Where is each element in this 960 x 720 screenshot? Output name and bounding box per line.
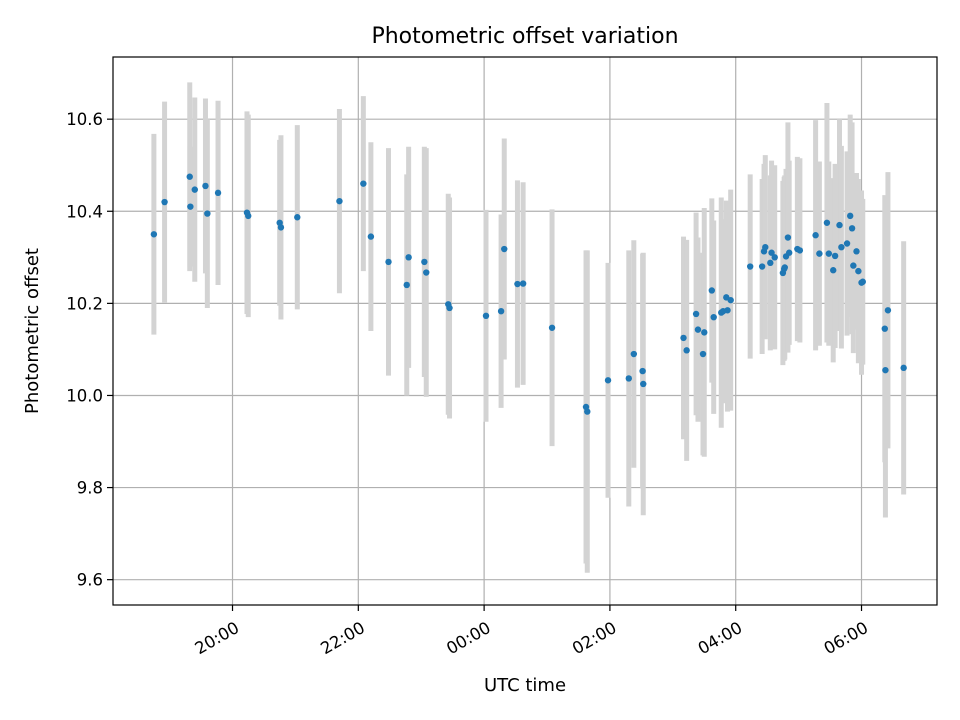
data-point: [501, 245, 508, 253]
data-point: [882, 366, 889, 374]
y-tick-label: 10.0: [66, 386, 103, 405]
data-point: [884, 307, 892, 314]
data-point: [640, 380, 647, 388]
data-point: [708, 287, 716, 294]
data-point: [767, 259, 774, 267]
data-point: [727, 296, 734, 304]
x-axis-ticks: 20:00 22:00 00:00 02:00 04:00 06:00: [192, 605, 872, 658]
data-point: [625, 375, 632, 382]
data-point: [423, 269, 430, 276]
data-point: [548, 324, 556, 331]
data-point: [823, 219, 831, 226]
data-point: [514, 280, 521, 288]
data-point: [762, 243, 769, 251]
y-tick-label: 10.6: [66, 110, 103, 129]
x-tick-label: 04:00: [695, 618, 746, 658]
data-point: [785, 249, 793, 256]
data-point: [202, 182, 209, 190]
data-point: [385, 258, 392, 266]
data-point: [850, 262, 857, 269]
x-tick-label: 06:00: [821, 618, 872, 658]
data-point: [771, 254, 778, 261]
data-point: [680, 334, 687, 342]
data-point: [825, 250, 833, 257]
data-point: [336, 197, 343, 205]
data-point: [519, 280, 527, 287]
data-point: [584, 408, 591, 415]
data-point: [843, 240, 851, 247]
data-point: [630, 350, 638, 358]
data-point: [497, 307, 505, 315]
data-point: [186, 173, 193, 180]
data-point: [701, 329, 708, 336]
data-point: [694, 326, 702, 333]
data-point: [724, 307, 731, 314]
y-tick-label: 9.8: [77, 479, 103, 498]
error-bars: [151, 82, 907, 573]
data-point: [421, 258, 428, 266]
data-point: [859, 278, 866, 285]
data-point: [604, 377, 612, 384]
data-point: [482, 312, 490, 320]
data-point: [830, 267, 837, 274]
data-point: [758, 263, 766, 270]
data-point: [639, 367, 646, 375]
data-point: [746, 263, 754, 270]
data-point: [853, 248, 860, 255]
x-tick-label: 22:00: [317, 618, 368, 658]
data-point: [710, 313, 717, 321]
data-point: [699, 350, 707, 358]
data-point: [245, 212, 252, 220]
data-point: [836, 221, 843, 229]
data-point: [360, 180, 367, 187]
data-point: [812, 232, 819, 239]
x-tick-label: 00:00: [443, 618, 494, 658]
data-point: [768, 249, 775, 256]
data-point: [838, 243, 845, 251]
x-tick-label: 20:00: [192, 618, 243, 658]
data-point: [405, 254, 412, 261]
data-point: [900, 364, 907, 372]
data-point: [277, 224, 285, 231]
data-point: [191, 186, 198, 193]
data-point: [692, 310, 700, 318]
data-point: [367, 233, 375, 240]
data-point: [446, 304, 453, 312]
data-point: [204, 210, 211, 217]
data-point: [161, 198, 168, 206]
y-tick-label: 10.4: [66, 202, 103, 221]
y-axis-ticks: 9.6 9.8 10.0 10.2 10.4 10.6: [66, 110, 113, 590]
data-point: [784, 234, 792, 241]
data-point: [403, 281, 410, 289]
data-points: [150, 173, 907, 415]
y-tick-label: 9.6: [77, 571, 103, 590]
data-point: [881, 325, 888, 332]
data-point: [846, 212, 854, 220]
data-point: [816, 250, 823, 257]
data-point: [214, 189, 222, 197]
data-point: [187, 203, 194, 210]
x-axis-label: UTC time: [484, 675, 566, 696]
data-point: [855, 267, 862, 275]
data-point: [831, 252, 839, 260]
data-point: [781, 264, 788, 271]
data-point: [683, 347, 690, 354]
data-point: [150, 231, 158, 238]
data-point: [796, 247, 804, 254]
y-tick-label: 10.2: [66, 294, 103, 313]
plot-frame: [112, 56, 938, 606]
y-axis-label: Photometric offset: [22, 248, 43, 414]
x-tick-label: 02:00: [569, 618, 620, 658]
data-point: [294, 214, 301, 221]
chart-title: Photometric offset variation: [371, 24, 678, 49]
data-point: [848, 225, 856, 232]
